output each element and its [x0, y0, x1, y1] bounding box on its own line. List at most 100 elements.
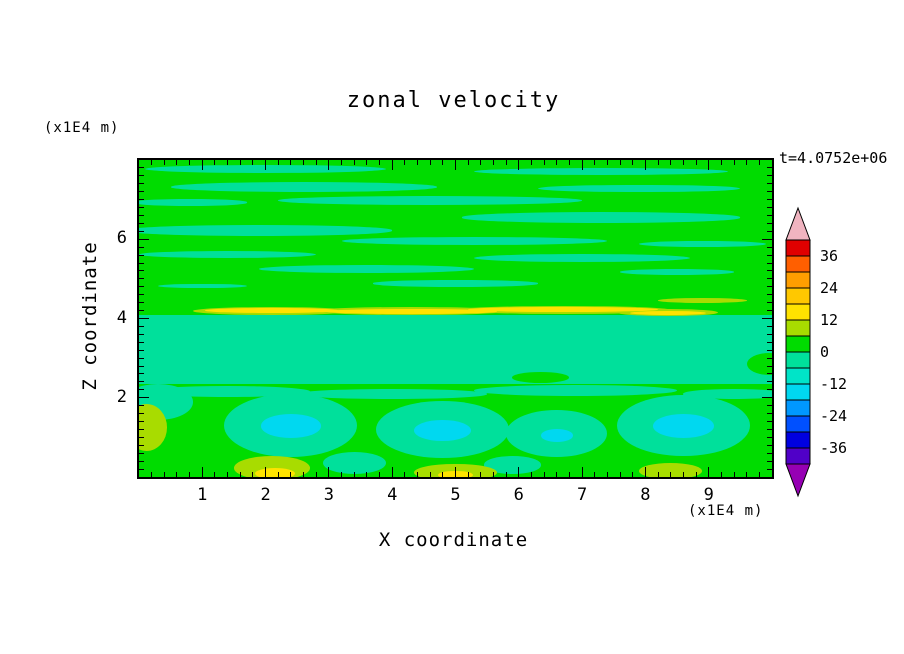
- axis-tick: [568, 472, 570, 477]
- x-tick-label: 3: [323, 485, 335, 505]
- axis-tick: [530, 472, 532, 477]
- axis-tick: [505, 160, 507, 165]
- axis-tick: [767, 230, 772, 232]
- axis-tick: [767, 278, 772, 280]
- contour-blob: [157, 283, 247, 289]
- axis-tick: [767, 405, 772, 407]
- colorbar-segment: [785, 287, 811, 305]
- axis-tick: [467, 472, 469, 477]
- axis-tick: [767, 286, 772, 288]
- axis-tick: [767, 302, 772, 304]
- axis-tick: [670, 160, 672, 165]
- axis-tick: [139, 230, 144, 232]
- axis-tick: [139, 175, 144, 177]
- axis-tick: [379, 160, 381, 165]
- axis-tick: [239, 472, 241, 477]
- axis-tick: [417, 160, 419, 165]
- axis-tick: [139, 365, 144, 367]
- contour-plot-area: [137, 158, 774, 479]
- axis-tick: [767, 341, 772, 343]
- axis-tick: [720, 160, 722, 165]
- axis-tick: [189, 472, 191, 477]
- axis-tick: [455, 160, 456, 170]
- contour-blob: [468, 307, 659, 313]
- axis-tick: [252, 472, 254, 477]
- axis-tick: [341, 472, 343, 477]
- axis-tick: [767, 270, 772, 272]
- axis-tick: [265, 160, 267, 170]
- z-tick-label: 6: [116, 228, 127, 249]
- axis-tick: [695, 160, 697, 165]
- axis-tick: [303, 472, 305, 477]
- colorbar-tick-label: 24: [820, 279, 838, 297]
- axis-tick: [391, 467, 393, 477]
- axis-tick: [556, 472, 558, 477]
- contour-blob: [683, 389, 772, 399]
- axis-tick: [328, 467, 330, 477]
- axis-tick: [455, 467, 456, 477]
- contour-blob: [297, 389, 488, 399]
- axis-tick: [594, 160, 596, 165]
- axis-tick: [139, 468, 144, 470]
- axis-tick: [767, 207, 772, 209]
- contour-blob: [139, 225, 393, 236]
- colorbar-tick-label: 0: [820, 343, 829, 361]
- axis-tick: [139, 373, 144, 375]
- axis-tick: [442, 160, 444, 165]
- colorbar-segment: [785, 303, 811, 321]
- axis-tick: [265, 467, 267, 477]
- axis-tick: [530, 160, 532, 165]
- axis-tick: [632, 472, 634, 477]
- axis-tick: [139, 278, 144, 280]
- axis-tick: [366, 472, 368, 477]
- axis-tick: [767, 365, 772, 367]
- axis-tick: [746, 160, 748, 165]
- axis-tick: [227, 160, 229, 165]
- axis-tick: [606, 472, 608, 477]
- axis-tick: [619, 472, 621, 477]
- colorbar-segment: [785, 367, 811, 385]
- axis-tick: [518, 467, 520, 477]
- contour-blob: [639, 240, 766, 248]
- axis-tick: [644, 467, 646, 477]
- contour-blob: [170, 182, 437, 192]
- axis-tick: [139, 325, 144, 327]
- colorbar-segment: [785, 255, 811, 273]
- contour-blob: [139, 199, 247, 206]
- axis-tick: [657, 472, 659, 477]
- axis-tick: [139, 254, 144, 256]
- axis-tick: [767, 294, 772, 296]
- axis-tick: [767, 413, 772, 415]
- contour-blob: [746, 352, 772, 376]
- axis-tick: [139, 397, 149, 399]
- axis-tick: [708, 160, 710, 170]
- axis-tick: [682, 472, 684, 477]
- axis-tick: [758, 472, 760, 477]
- axis-tick: [139, 270, 144, 272]
- axis-tick: [762, 397, 772, 399]
- contour-band: [139, 315, 772, 384]
- axis-tick: [315, 472, 317, 477]
- contour-blob: [259, 265, 475, 273]
- axis-tick: [139, 222, 144, 224]
- axis-tick: [767, 175, 772, 177]
- axis-tick: [139, 302, 144, 304]
- contour-blob: [658, 298, 747, 304]
- colorbar-segment: [785, 335, 811, 353]
- axis-tick: [379, 472, 381, 477]
- axis-tick: [762, 238, 772, 240]
- axis-tick: [767, 389, 772, 391]
- axis-tick: [328, 160, 330, 170]
- axis-tick: [767, 310, 772, 312]
- axis-tick: [404, 472, 406, 477]
- axis-tick: [366, 160, 368, 165]
- axis-tick: [163, 472, 165, 477]
- axis-tick: [139, 349, 144, 351]
- colorbar-segment: [785, 271, 811, 289]
- axis-tick: [139, 405, 144, 407]
- axis-tick: [720, 472, 722, 477]
- axis-tick: [139, 286, 144, 288]
- axis-tick: [353, 472, 355, 477]
- x-tick-label: 2: [260, 485, 271, 505]
- axis-tick: [139, 167, 144, 169]
